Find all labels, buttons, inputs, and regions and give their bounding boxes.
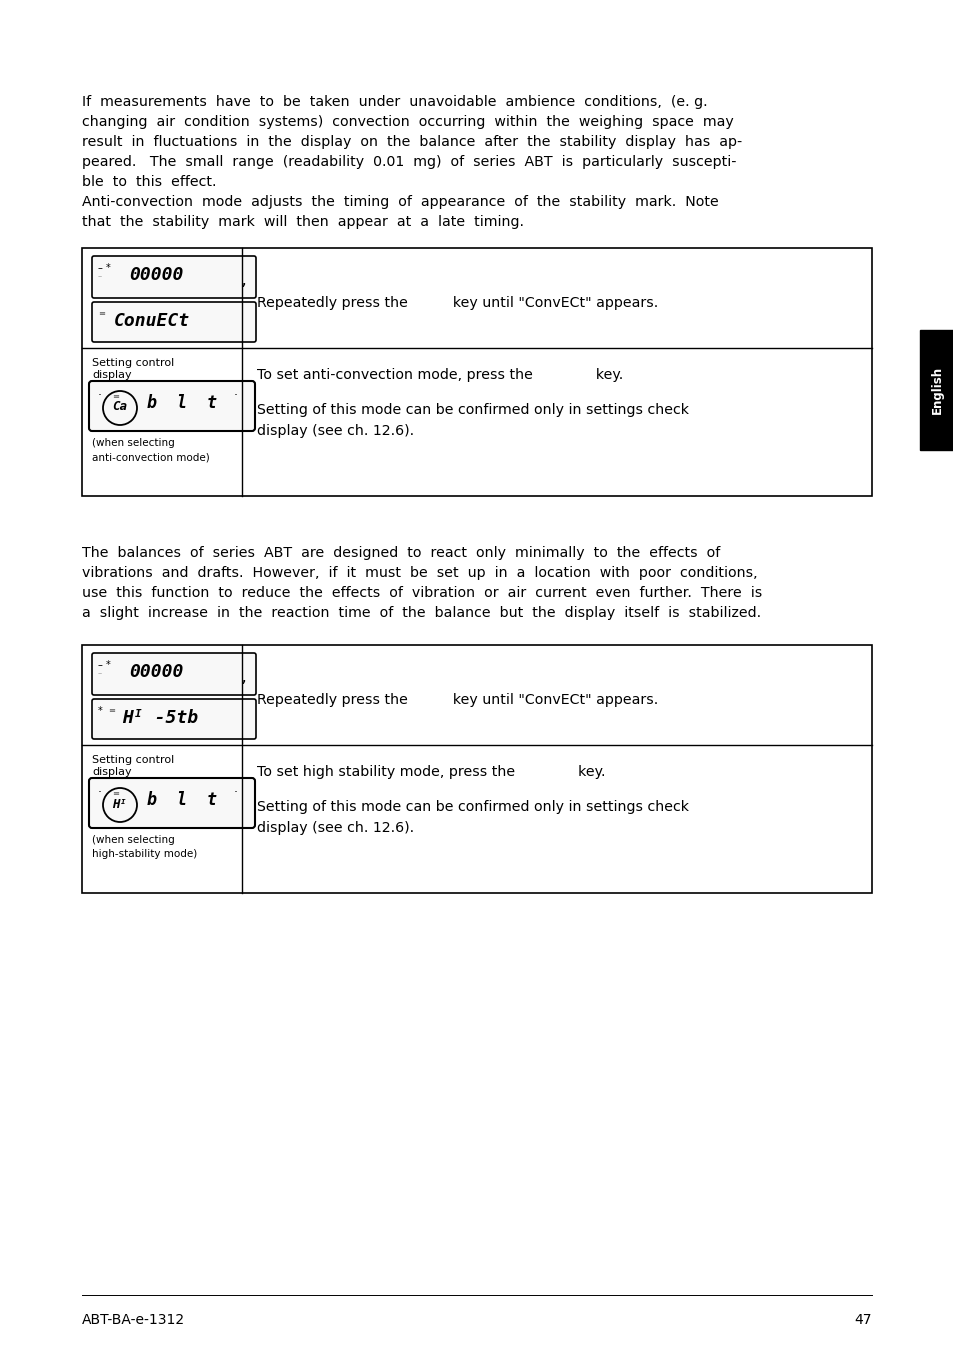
Text: –: – <box>98 263 103 273</box>
Text: Setting control: Setting control <box>91 358 174 369</box>
Text: –: – <box>98 670 102 678</box>
Text: result  in  fluctuations  in  the  display  on  the  balance  after  the  stabil: result in fluctuations in the display on… <box>82 135 741 148</box>
Text: use  this  function  to  reduce  the  effects  of  vibration  or  air  current  : use this function to reduce the effects … <box>82 586 761 599</box>
Text: 00000: 00000 <box>129 663 183 680</box>
Text: b  l  t: b l t <box>147 394 216 412</box>
FancyBboxPatch shape <box>91 302 255 342</box>
Text: that  the  stability  mark  will  then  appear  at  a  late  timing.: that the stability mark will then appear… <box>82 215 523 230</box>
FancyBboxPatch shape <box>91 699 255 738</box>
Text: display: display <box>91 767 132 778</box>
FancyBboxPatch shape <box>89 778 254 828</box>
Text: ≡: ≡ <box>98 309 105 319</box>
Text: ABT-BA-e-1312: ABT-BA-e-1312 <box>82 1314 185 1327</box>
Text: To set anti-convection mode, press the              key.: To set anti-convection mode, press the k… <box>256 369 622 382</box>
Text: changing  air  condition  systems)  convection  occurring  within  the  weighing: changing air condition systems) convecti… <box>82 115 733 130</box>
Bar <box>919 329 953 450</box>
Text: ≡: ≡ <box>112 788 119 798</box>
Text: ,: , <box>239 671 247 684</box>
Text: ≡: ≡ <box>108 706 115 716</box>
Text: *: * <box>106 263 111 273</box>
Text: Hᴵ -5tb: Hᴵ -5tb <box>122 709 198 728</box>
Text: vibrations  and  drafts.  However,  if  it  must  be  set  up  in  a  location  : vibrations and drafts. However, if it mu… <box>82 566 757 580</box>
Text: Repeatedly press the          key until "ConvECt" appears.: Repeatedly press the key until "ConvECt"… <box>256 693 658 707</box>
FancyBboxPatch shape <box>91 653 255 695</box>
Text: Anti-convection  mode  adjusts  the  timing  of  appearance  of  the  stability : Anti-convection mode adjusts the timing … <box>82 194 718 209</box>
Bar <box>82 645 871 892</box>
Text: ·: · <box>98 786 102 799</box>
Text: –: – <box>98 660 103 670</box>
Text: (when selecting
high-stability mode): (when selecting high-stability mode) <box>91 836 197 859</box>
Text: Setting control: Setting control <box>91 755 174 765</box>
Text: Repeatedly press the          key until "ConvECt" appears.: Repeatedly press the key until "ConvECt"… <box>256 296 658 310</box>
Text: ≡: ≡ <box>112 392 119 401</box>
Text: ·: · <box>233 786 237 799</box>
Text: If  measurements  have  to  be  taken  under  unavoidable  ambience  conditions,: If measurements have to be taken under u… <box>82 95 707 109</box>
Text: –: – <box>98 271 102 281</box>
Text: To set high stability mode, press the              key.: To set high stability mode, press the ke… <box>256 765 605 779</box>
Text: 47: 47 <box>854 1314 871 1327</box>
Text: ·: · <box>98 389 102 402</box>
Text: 00000: 00000 <box>129 266 183 283</box>
Text: ·: · <box>233 389 237 402</box>
Text: The  balances  of  series  ABT  are  designed  to  react  only  minimally  to  t: The balances of series ABT are designed … <box>82 545 720 560</box>
Bar <box>82 248 871 495</box>
Text: Hᴵ: Hᴵ <box>112 798 128 810</box>
Text: Ca: Ca <box>112 401 128 413</box>
FancyBboxPatch shape <box>91 256 255 298</box>
Text: ConuECt: ConuECt <box>113 312 190 329</box>
Text: b  l  t: b l t <box>147 791 216 809</box>
Text: *: * <box>98 706 103 716</box>
Text: ,: , <box>239 274 247 288</box>
FancyBboxPatch shape <box>89 381 254 431</box>
Text: display: display <box>91 370 132 379</box>
Text: ble  to  this  effect.: ble to this effect. <box>82 176 216 189</box>
Text: peared.   The  small  range  (readability  0.01  mg)  of  series  ABT  is  parti: peared. The small range (readability 0.0… <box>82 155 736 169</box>
Text: Setting of this mode can be confirmed only in settings check
display (see ch. 12: Setting of this mode can be confirmed on… <box>256 801 688 834</box>
Text: (when selecting
anti-convection mode): (when selecting anti-convection mode) <box>91 437 210 462</box>
Text: a  slight  increase  in  the  reaction  time  of  the  balance  but  the  displa: a slight increase in the reaction time o… <box>82 606 760 620</box>
Text: *: * <box>106 660 111 670</box>
Text: English: English <box>929 366 943 414</box>
Text: Setting of this mode can be confirmed only in settings check
display (see ch. 12: Setting of this mode can be confirmed on… <box>256 404 688 437</box>
